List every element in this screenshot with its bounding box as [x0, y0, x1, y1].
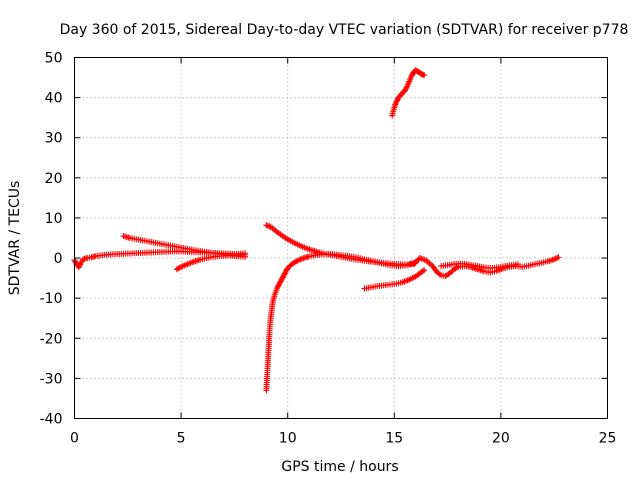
data-point — [421, 72, 428, 79]
data-point — [448, 268, 455, 275]
y-tick-labels: 50 40 30 20 10 0 -10 -20 -30 -40 — [40, 51, 63, 428]
data-point — [274, 285, 281, 292]
data-point — [274, 283, 281, 290]
data-point — [277, 278, 284, 285]
x-tick-label: 20 — [492, 431, 510, 447]
x-tick-label: 15 — [385, 431, 403, 447]
data-point — [408, 73, 415, 80]
plot-frame — [74, 57, 608, 419]
data-point — [555, 254, 562, 261]
data-point — [275, 282, 282, 289]
data-point — [419, 268, 426, 275]
y-tick-label: -40 — [40, 412, 63, 428]
data-point — [296, 256, 303, 263]
y-tick-label: 20 — [45, 171, 63, 187]
data-point — [281, 270, 288, 277]
data-point — [280, 273, 287, 280]
y-tick-label: -30 — [40, 371, 63, 387]
y-tick-label: 50 — [45, 51, 63, 67]
data-point — [436, 271, 443, 278]
data-point — [284, 265, 291, 272]
data-point — [276, 279, 283, 286]
y-tick-label: -20 — [40, 331, 63, 347]
y-tick-label: 30 — [45, 131, 63, 147]
x-axis-label: GPS time / hours — [281, 459, 398, 475]
data-point — [242, 251, 249, 258]
series-arc-9 — [438, 260, 521, 272]
data-point — [278, 277, 285, 284]
data-point — [286, 263, 293, 270]
data-point — [393, 98, 400, 105]
grid-lines — [74, 57, 608, 419]
data-point — [394, 97, 401, 104]
series-arc-5 — [263, 222, 419, 268]
x-tick-label: 25 — [599, 431, 617, 447]
data-point — [294, 257, 301, 264]
series-arc-3 — [173, 251, 249, 273]
chart-title: Day 360 of 2015, Sidereal Day-to-day VTE… — [60, 22, 629, 38]
data-point — [402, 86, 409, 93]
data-point — [421, 267, 428, 274]
data-point — [276, 281, 283, 288]
data-point — [409, 72, 416, 79]
data-point — [176, 264, 183, 271]
y-tick-label: 10 — [45, 211, 63, 227]
data-point — [446, 270, 453, 277]
x-tick-labels: 0 5 10 15 20 25 — [70, 431, 616, 447]
y-tick-label: -10 — [40, 291, 63, 307]
data-point — [411, 260, 418, 267]
data-point — [403, 84, 410, 91]
data-point — [453, 264, 460, 271]
data-point — [554, 254, 561, 261]
data-point — [72, 258, 79, 265]
x-tick-label: 10 — [279, 431, 297, 447]
data-point — [279, 274, 286, 281]
data-point — [412, 259, 419, 266]
data-point — [551, 256, 558, 263]
data-point — [283, 267, 290, 274]
data-point — [293, 258, 300, 265]
series-arc-6 — [361, 267, 428, 292]
data-point — [552, 255, 559, 262]
x-tick-label: 0 — [70, 431, 79, 447]
data-point — [401, 87, 408, 94]
data-point — [514, 261, 521, 268]
y-tick-label: 40 — [45, 91, 63, 107]
data-point — [279, 275, 286, 282]
y-tick-label: 0 — [54, 251, 63, 267]
series-arc-7 — [389, 67, 428, 119]
y-axis-label: SDTVAR / TECUs — [7, 181, 23, 296]
data-point — [281, 271, 288, 278]
data-point — [282, 269, 289, 276]
x-tick-label: 5 — [177, 431, 186, 447]
data-series — [71, 67, 562, 394]
